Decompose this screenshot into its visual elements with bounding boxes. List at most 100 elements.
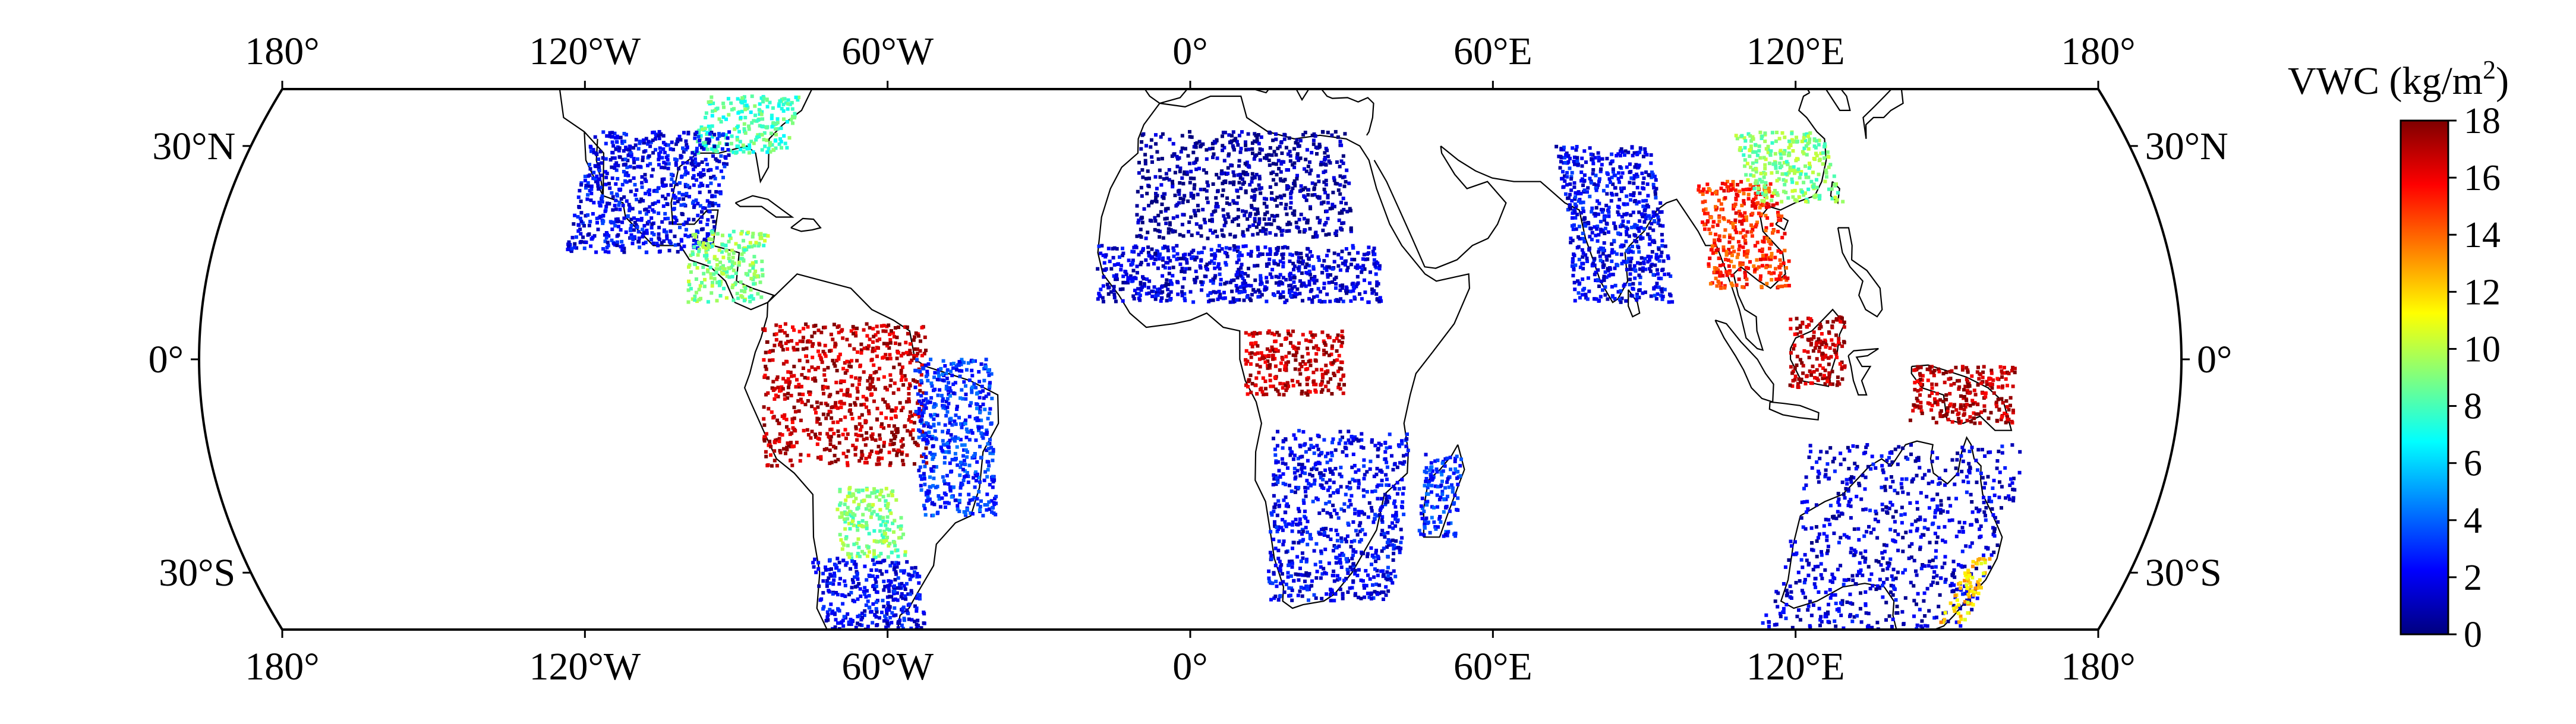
- vwc-point: [753, 104, 757, 108]
- vwc-point: [722, 286, 726, 290]
- vwc-point: [576, 215, 580, 219]
- vwc-point: [1340, 209, 1344, 213]
- vwc-point: [1250, 180, 1254, 184]
- vwc-point: [1324, 384, 1328, 388]
- vwc-point: [1303, 486, 1307, 490]
- vwc-point: [900, 592, 904, 596]
- vwc-point: [927, 489, 931, 494]
- vwc-point: [1304, 489, 1307, 494]
- vwc-point: [710, 244, 714, 248]
- vwc-point: [682, 197, 685, 201]
- vwc-point: [918, 465, 922, 469]
- vwc-point: [1193, 258, 1197, 262]
- vwc-point: [829, 602, 833, 606]
- vwc-point: [850, 416, 855, 421]
- vwc-point: [1346, 571, 1350, 576]
- vwc-point: [1196, 231, 1200, 235]
- vwc-point: [1400, 439, 1404, 443]
- vwc-point: [802, 327, 806, 331]
- vwc-point: [913, 385, 917, 390]
- vwc-point: [894, 406, 898, 410]
- vwc-point: [697, 249, 701, 254]
- vwc-point: [705, 184, 710, 188]
- vwc-point: [878, 508, 882, 512]
- vwc-point: [1316, 174, 1320, 178]
- vwc-point: [1256, 288, 1260, 292]
- vwc-point: [1296, 266, 1300, 270]
- vwc-point: [603, 170, 607, 174]
- vwc-point: [646, 142, 650, 146]
- vwc-point: [1332, 277, 1336, 281]
- vwc-point: [913, 570, 917, 574]
- vwc-point: [1274, 387, 1278, 391]
- vwc-point: [1285, 222, 1289, 226]
- vwc-point: [922, 621, 926, 625]
- vwc-point: [914, 369, 917, 372]
- vwc-point: [1137, 171, 1141, 175]
- vwc-point: [1319, 560, 1323, 564]
- vwc-point: [607, 250, 611, 254]
- vwc-point: [1301, 261, 1305, 265]
- vwc-point: [1319, 160, 1323, 165]
- vwc-point: [1363, 267, 1367, 271]
- vwc-point: [920, 381, 923, 385]
- vwc-point: [891, 598, 896, 602]
- vwc-point: [796, 98, 800, 102]
- vwc-point: [878, 366, 882, 371]
- vwc-point: [880, 533, 884, 537]
- vwc-point: [1165, 176, 1169, 181]
- vwc-point: [1325, 265, 1329, 269]
- vwc-point: [953, 419, 957, 423]
- vwc-point: [1285, 246, 1289, 250]
- vwc-point: [784, 101, 788, 105]
- vwc-point: [1303, 167, 1306, 171]
- vwc-point: [946, 387, 950, 390]
- vwc-point: [875, 610, 879, 614]
- vwc-point: [648, 144, 652, 148]
- vwc-point: [723, 267, 727, 271]
- vwc-point: [805, 340, 809, 344]
- vwc-point: [754, 260, 758, 264]
- vwc-point: [901, 606, 905, 611]
- vwc-point: [849, 408, 852, 412]
- vwc-point: [1155, 290, 1159, 295]
- vwc-point: [1192, 208, 1196, 213]
- vwc-point: [961, 467, 965, 472]
- vwc-point: [1358, 521, 1363, 525]
- vwc-point: [1288, 341, 1292, 345]
- vwc-point: [1341, 261, 1345, 265]
- vwc-point: [1261, 376, 1265, 380]
- vwc-point: [607, 134, 611, 138]
- vwc-point: [841, 366, 846, 371]
- vwc-point: [813, 557, 817, 561]
- vwc-point: [859, 594, 863, 598]
- vwc-point: [1146, 169, 1150, 173]
- vwc-point: [816, 456, 820, 460]
- vwc-point: [1213, 252, 1217, 256]
- vwc-point: [1323, 157, 1328, 161]
- vwc-point: [1215, 235, 1219, 239]
- vwc-point: [1183, 270, 1187, 274]
- vwc-point: [1099, 287, 1103, 292]
- vwc-point: [1276, 598, 1281, 602]
- vwc-point: [708, 265, 712, 270]
- vwc-point: [1301, 259, 1305, 263]
- vwc-point: [1398, 551, 1402, 555]
- vwc-point: [1282, 590, 1287, 595]
- vwc-point: [1294, 517, 1298, 521]
- vwc-point: [946, 429, 950, 433]
- vwc-point: [1274, 252, 1278, 256]
- vwc-point: [608, 158, 613, 162]
- vwc-point: [1360, 270, 1364, 274]
- vwc-point: [986, 467, 990, 472]
- vwc-point: [903, 594, 907, 598]
- vwc-point: [1193, 211, 1197, 215]
- vwc-point: [787, 385, 790, 390]
- vwc-point: [1296, 142, 1300, 146]
- vwc-point: [973, 485, 977, 489]
- vwc-point: [642, 231, 646, 235]
- vwc-point: [903, 550, 907, 554]
- vwc-point: [707, 124, 711, 128]
- vwc-point: [774, 393, 778, 397]
- vwc-point: [944, 414, 948, 418]
